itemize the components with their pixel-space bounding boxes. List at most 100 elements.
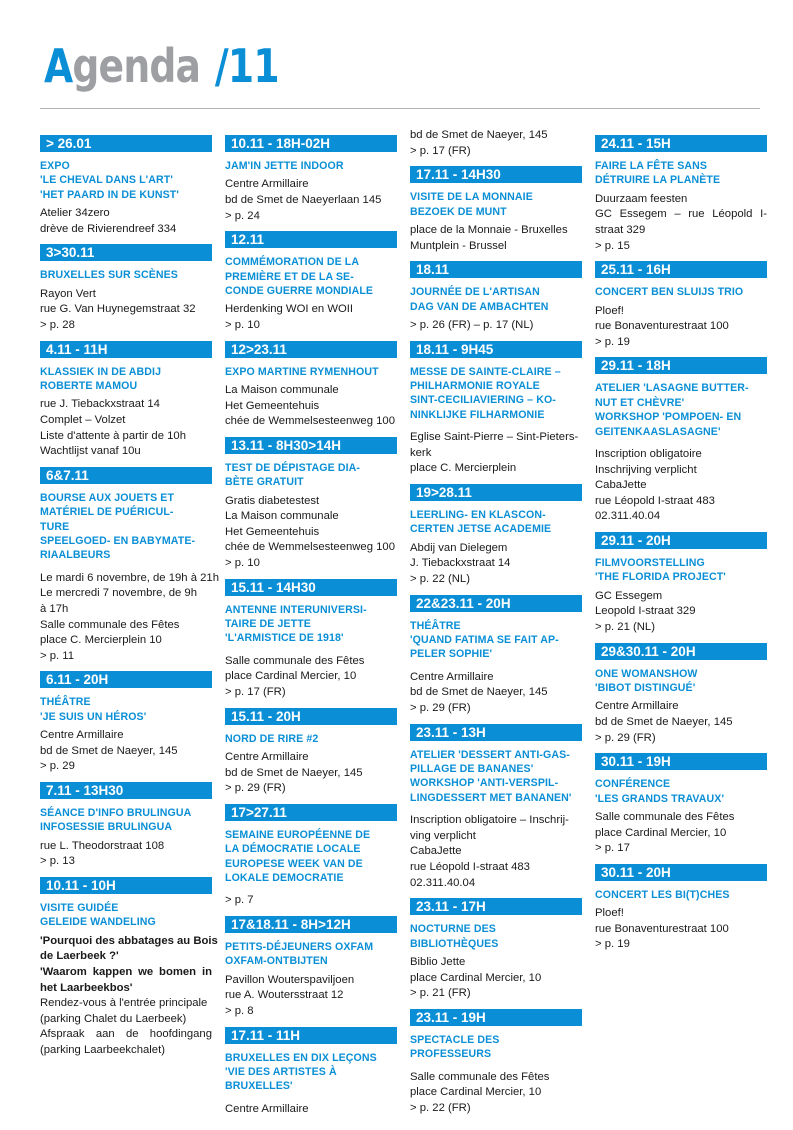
event-detail-line: bd de Smet de Naeyer, 145 (410, 686, 548, 699)
event-detail-line: Biblio Jette (410, 956, 466, 968)
event-detail-line: place Cardinal Mercier, 10 (225, 670, 357, 683)
page-reference: > p. 22 (NL) (410, 573, 470, 585)
event-title-line: 'VIE DES ARTISTES À (225, 1065, 337, 1078)
event-title: LEERLING- EN KLASCON- CERTEN JETSE ACADEM… (410, 508, 582, 537)
agenda-event: 23.11 - 19H SPECTACLE DES PROFESSEURS Salle… (410, 1008, 582, 1117)
event-title-line: MESSE DE SAINTE-CLAIRE – (410, 365, 561, 378)
agenda-column-3: bd de Smet de Naeyer, 145 > p. 17 (FR) 17.… (410, 128, 582, 1123)
agenda-event: 15.11 - 14H30 ANTENNE INTERUNIVERSI- TAIRE… (225, 578, 397, 701)
event-detail-line: Leopold I-straat 329 (595, 605, 696, 618)
event-detail-line: place C. Mercierplein 10 (40, 634, 162, 647)
page-reference: > p. 22 (FR) (410, 1101, 471, 1114)
event-title-line: 'L'ARMISTICE DE 1918' (225, 632, 344, 645)
event-title-line: FILMVOORSTELLING (595, 556, 705, 569)
event-date-bar: 6&7.11 (40, 466, 212, 484)
event-detail-line: Muntplein - Brussel (410, 239, 507, 252)
agenda-event: 29.11 - 20H FILMVOORSTELLING 'THE FLORIDA … (595, 531, 767, 636)
page-reference: > p. 21 (NL) (595, 620, 655, 633)
event-detail-line: CabaJette (595, 479, 647, 492)
event-date-bar: 17>27.11 (225, 803, 397, 821)
event-title: ANTENNE INTERUNIVERSI- TAIRE DE JETTE 'L'A… (225, 603, 397, 646)
event-title-line: 'LE CHEVAL DANS L'ART' (40, 174, 173, 187)
event-title: ONE WOMANSHOW 'BIBOT DISTINGUÉ' (595, 667, 767, 696)
event-title: EXPO 'LE CHEVAL DANS L'ART' 'HET PAARD IN … (40, 159, 212, 202)
event-detail-line: rue Léopold I-straat 483 (410, 861, 530, 873)
agenda-event: 17>27.11 SEMAINE EUROPÉENNE DE LA DÉMOCRAT… (225, 803, 397, 909)
event-title-line: CERTEN JETSE ACADEMIE (410, 523, 552, 536)
event-title-line: BOURSE AUX JOUETS ET (40, 491, 175, 504)
event-date-bar: 4.11 - 11H (40, 340, 212, 358)
event-title-line: LOKALE DEMOCRATIE (225, 871, 344, 884)
event-title: CONCERT BEN SLUIJS TRIO (595, 285, 767, 299)
event-date-bar: 23.11 - 17H (410, 898, 582, 916)
event-title-line: ROBERTE MAMOU (40, 380, 138, 392)
event-title-line: TEST DE DÉPISTAGE DIA- (225, 461, 361, 474)
event-title-line: PROFESSEURS (410, 1048, 492, 1061)
event-title-line: DÉTRUIRE LA PLANÈTE (595, 174, 721, 187)
agenda-event: 13.11 - 8H30>14H TEST DE DÉPISTAGE DIA- BÈ… (225, 436, 397, 572)
event-detail-line: (parking Chalet du Laerbeek) (40, 1012, 187, 1025)
event-title-line: MATÉRIEL DE PUÉRICUL- (40, 506, 174, 519)
event-title-line: SEMAINE EUROPÉENNE DE (225, 828, 371, 841)
event-detail-line: Het Gemeentehuis (225, 525, 320, 538)
page-reference: > p. 13 (40, 855, 75, 868)
event-title-line: CONCERT BEN SLUIJS TRIO (595, 286, 744, 299)
event-date-bar: 10.11 - 10H (40, 876, 212, 894)
event-detail-line: Salle communale des Fêtes (40, 618, 180, 631)
page-reference: > p. 15 (595, 239, 630, 252)
event-detail-line: 02.311.40.04 (410, 876, 476, 889)
event-title-line: 'THE FLORIDA PROJECT' (595, 571, 726, 584)
agenda-event: 12>23.11 EXPO MARTINE RYMENHOUT La Maison … (225, 340, 397, 430)
event-detail-line: chée de Wemmelsesteenweg 100 (225, 415, 395, 428)
event-title: ATELIER 'LASAGNE BUTTER- NUT ET CHÈVRE' WO… (595, 381, 767, 439)
event-detail-line: rue A. Woutersstraat 12 (225, 989, 344, 1002)
event-detail-line: chée de Wemmelsesteenweg 100 (225, 541, 395, 554)
event-date-bar: 23.11 - 13H (410, 723, 582, 741)
page-reference: > p. 11 (40, 649, 75, 662)
page-reference: > p. 19 (595, 938, 630, 951)
event-title-line: LEERLING- EN KLASCON- (410, 509, 546, 521)
event-detail-line: Centre Armillaire (225, 178, 309, 191)
event-title-line: THÉÂTRE (410, 619, 461, 632)
body-line: bd de Smet de Naeyer, 145 (410, 129, 548, 141)
page-reference: > p. 17 (FR) (225, 685, 286, 698)
page-reference: > p. 29 (FR) (410, 702, 471, 714)
event-date-bar: 18.11 (410, 261, 582, 279)
event-detail-line: GC Essegem (595, 589, 663, 602)
event-detail-line: rue L. Theodorstraat 108 (40, 839, 165, 852)
event-detail-line: kerk (410, 446, 432, 459)
page-reference: > p. 29 (FR) (595, 731, 656, 744)
event-title-line: RIAALBEURS (40, 549, 111, 562)
event-detail-line: Ploef! (595, 304, 624, 317)
event-title-line: ONE WOMANSHOW (595, 667, 698, 680)
page-reference: > p. 19 (595, 335, 630, 348)
event-detail-line: GC Essegem – rue Léopold I- (595, 208, 767, 221)
event-title-line: SPEELGOED- EN BABYMATE- (40, 535, 196, 547)
event-title: BRUXELLES EN DIX LEÇONS 'VIE DES ARTISTES… (225, 1051, 397, 1094)
page-reference: > p. 26 (FR) – p. 17 (NL) (410, 319, 534, 331)
event-title-line: VISITE DE LA MONNAIE (410, 191, 533, 204)
event-title-line: BRUXELLES' (225, 1080, 293, 1093)
event-title: JAM'IN JETTE INDOOR (225, 159, 397, 173)
agenda-event: 15.11 - 20H NORD DE RIRE #2 Centre Armilla… (225, 707, 397, 797)
event-detail-line: Centre Armillaire (410, 670, 494, 683)
agenda-event: 18.11 JOURNÉE DE L'ARTISAN DAG VAN DE AMBA… (410, 261, 582, 333)
event-title-line: FAIRE LA FÊTE SANS (595, 160, 708, 172)
event-detail-line: Salle communale des Fêtes (225, 654, 365, 667)
event-title: THÉÂTRE 'QUAND FATIMA SE FAIT AP- PELER SO… (410, 619, 582, 662)
event-detail-line: bd de Smet de Naeyer, 145 (595, 715, 733, 728)
event-title-line: 'QUAND FATIMA SE FAIT AP- (410, 634, 559, 646)
event-title-line: WORKSHOP 'ANTI-VERSPIL- (410, 777, 559, 790)
agenda-event: 30.11 - 19H CONFÉRENCE 'LES GRANDS TRAVAUX… (595, 753, 767, 857)
header-divider (40, 108, 760, 109)
event-date-bar: 17.11 - 11H (225, 1026, 397, 1044)
page-reference: > p. 21 (FR) (410, 987, 471, 1000)
event-detail-line: het Laarbeekbos' (40, 981, 133, 994)
event-date-bar: 29&30.11 - 20H (595, 642, 767, 660)
agenda-event: 17&18.11 - 8H>12H PETITS-DÉJEUNERS OXFAM O… (225, 915, 397, 1020)
event-detail-line: Atelier 34zero (40, 207, 110, 220)
event-title-line: BRUXELLES EN DIX LEÇONS (225, 1051, 377, 1064)
page-reference: > p. 24 (225, 209, 260, 222)
event-title-line: ANTENNE INTERUNIVERSI- (225, 603, 367, 616)
issue-number: /11 (214, 39, 280, 93)
